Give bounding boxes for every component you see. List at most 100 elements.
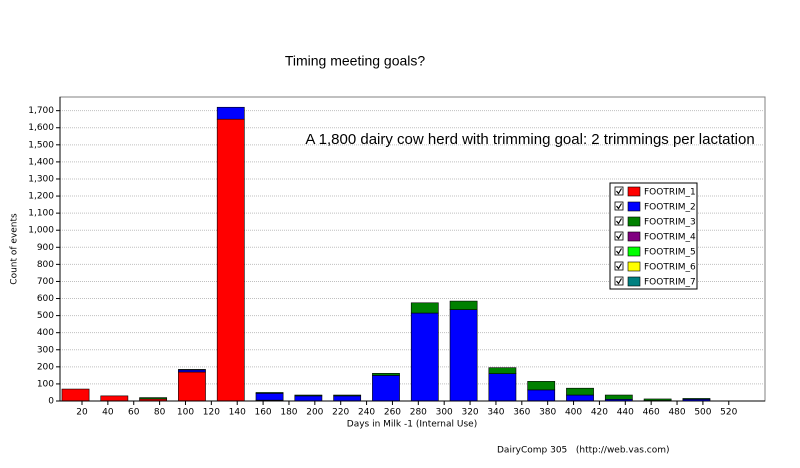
bar-segment — [372, 373, 400, 376]
legend-checkbox — [614, 246, 624, 256]
y-tick-label: 100 — [37, 379, 54, 389]
bar-segment — [178, 369, 206, 371]
x-tick-label: 240 — [358, 408, 375, 418]
legend — [609, 182, 698, 290]
legend-swatch — [627, 246, 641, 257]
legend-swatch — [627, 201, 641, 212]
bar-segment — [527, 389, 556, 402]
x-tick-label: 480 — [668, 408, 685, 418]
bar-segment — [449, 309, 478, 402]
legend-checkbox — [614, 216, 624, 226]
annotation: A 1,800 dairy cow herd with trimming goa… — [305, 131, 754, 148]
y-tick-label: 300 — [37, 345, 54, 355]
bar-segment — [178, 371, 206, 402]
bar-segment — [333, 394, 362, 397]
x-tick-label: 120 — [203, 408, 220, 418]
bar-segment — [294, 394, 323, 397]
y-tick-label: 200 — [37, 362, 54, 372]
footer: DairyComp 305 (http://web.vas.com) — [497, 446, 670, 456]
legend-check — [616, 203, 623, 210]
legend-swatch — [627, 216, 641, 227]
x-tick-label: 280 — [410, 408, 427, 418]
legend-label: FOOTRIM_2 — [644, 203, 696, 213]
y-tick-label: 1,700 — [28, 106, 54, 116]
bar-segment — [178, 369, 206, 373]
x-tick-label: 260 — [384, 408, 401, 418]
bar-segment — [449, 300, 478, 310]
bar-segment — [100, 395, 129, 402]
x-tick-label: 460 — [643, 408, 660, 418]
legend-swatch — [627, 186, 641, 197]
legend-checkbox — [614, 231, 624, 241]
y-tick-label: 900 — [37, 243, 54, 253]
bar-segment — [566, 394, 594, 402]
x-tick-label: 300 — [436, 408, 453, 418]
bar-segment — [333, 395, 362, 402]
legend-check — [616, 188, 623, 195]
bar-segment — [61, 388, 90, 402]
legend-check — [616, 218, 623, 225]
bar-segment — [682, 398, 711, 400]
y-axis-label: Count of events — [10, 213, 20, 285]
legend-check — [616, 278, 623, 285]
y-tick-label: 1,400 — [28, 157, 54, 167]
x-tick-label: 200 — [306, 408, 323, 418]
bar-segment — [216, 106, 245, 120]
bar-segment — [294, 395, 323, 402]
x-tick-label: 520 — [720, 408, 737, 418]
y-tick-label: 400 — [37, 328, 54, 338]
x-tick-label: 80 — [154, 408, 166, 418]
bar-segment — [139, 397, 168, 400]
legend-label: FOOTRIM_3 — [644, 218, 696, 228]
chart-title: Timing meeting goals? — [285, 53, 426, 69]
bar-segment — [255, 393, 284, 401]
x-tick-label: 180 — [280, 408, 297, 418]
y-tick-label: 800 — [37, 260, 54, 270]
x-axis-label: Days in Milk -1 (Internal Use) — [347, 420, 477, 430]
x-tick-label: 20 — [76, 408, 88, 418]
y-tick-label: 1,500 — [28, 140, 54, 150]
x-tick-label: 500 — [694, 408, 711, 418]
legend-swatch — [627, 231, 641, 242]
bar-segment — [372, 375, 400, 402]
y-tick-label: 1,100 — [28, 209, 54, 219]
y-tick-label: 600 — [37, 294, 54, 304]
legend-checkbox — [614, 186, 624, 196]
legend-check — [616, 263, 623, 270]
bar-segment — [643, 398, 672, 401]
x-tick-label: 40 — [102, 408, 114, 418]
bar-segment — [410, 312, 439, 402]
bar-segment — [488, 367, 517, 374]
y-tick-label: 1,600 — [28, 123, 54, 133]
legend-label: FOOTRIM_5 — [644, 248, 696, 258]
legend-label: FOOTRIM_6 — [644, 263, 696, 273]
x-tick-label: 420 — [591, 408, 608, 418]
bar-segment — [527, 381, 556, 391]
x-tick-label: 220 — [332, 408, 349, 418]
bar-segment — [488, 373, 517, 402]
legend-label: FOOTRIM_1 — [644, 188, 696, 198]
y-tick-label: 1,300 — [28, 174, 54, 184]
legend-checkbox — [614, 261, 624, 271]
x-tick-label: 340 — [487, 408, 504, 418]
y-tick-label: 0 — [48, 397, 54, 407]
x-tick-label: 60 — [128, 408, 140, 418]
y-tick-label: 1,000 — [28, 226, 54, 236]
x-tick-label: 400 — [565, 408, 582, 418]
legend-checkbox — [614, 201, 624, 211]
x-tick-label: 320 — [461, 408, 478, 418]
legend-swatch — [627, 276, 641, 287]
x-tick-label: 360 — [513, 408, 530, 418]
y-tick-label: 700 — [37, 277, 54, 287]
legend-label: FOOTRIM_7 — [644, 278, 696, 288]
bar-segment — [604, 394, 633, 400]
bar-segment — [216, 118, 245, 402]
legend-check — [616, 233, 623, 240]
legend-checkbox — [614, 276, 624, 286]
y-tick-label: 500 — [37, 311, 54, 321]
bar-segment — [255, 392, 284, 394]
x-tick-label: 100 — [177, 408, 194, 418]
x-tick-label: 380 — [539, 408, 556, 418]
x-tick-label: 140 — [229, 408, 246, 418]
